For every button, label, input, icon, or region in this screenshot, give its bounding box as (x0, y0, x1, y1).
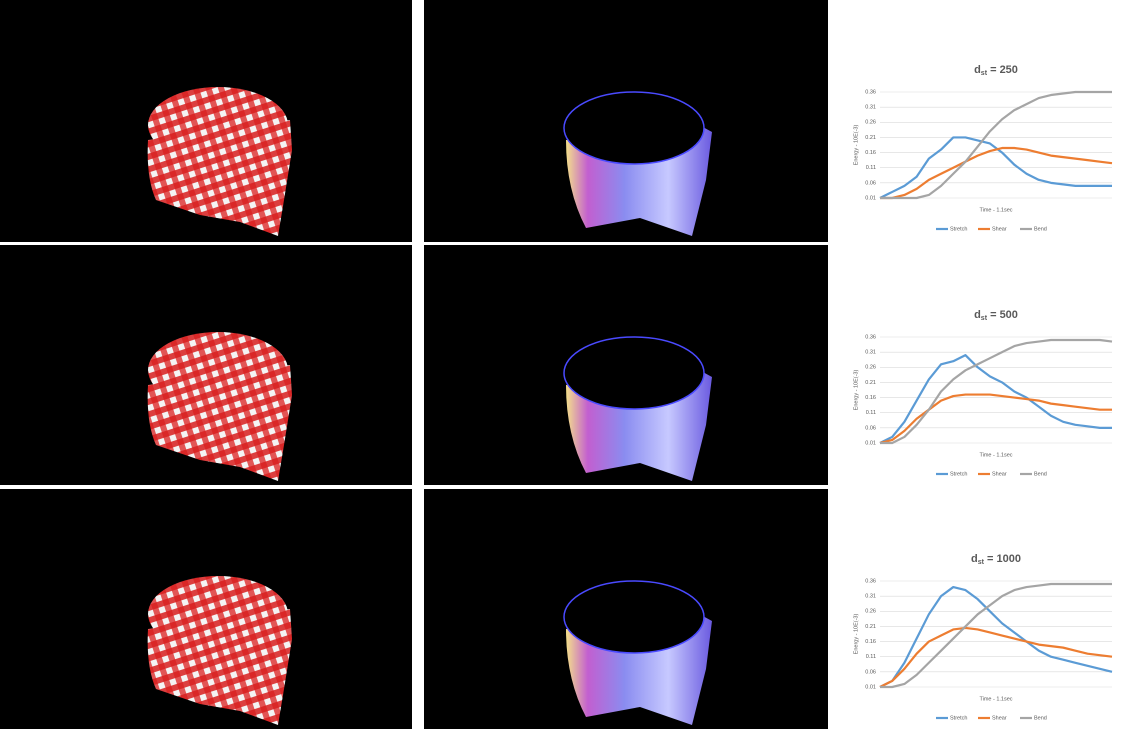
y-tick-label: 0.16 (865, 639, 876, 645)
figure: dst = 250 0.01 0.06 0.11 0.16 0.21 0.26 0.31 0.3… (0, 0, 1146, 729)
energy-render (564, 337, 712, 481)
x-axis-label: Time - 1.1sec (979, 207, 1012, 213)
y-tick-label: 0.16 (865, 395, 876, 401)
y-tick-label: 0.11 (866, 165, 876, 171)
y-tick-label: 0.06 (865, 669, 876, 675)
data-line (880, 92, 1112, 198)
y-tick-label: 0.31 (865, 350, 876, 356)
data-line (880, 355, 1112, 443)
y-tick-label: 0.11 (866, 654, 876, 660)
y-tick-label: 0.21 (865, 624, 876, 630)
y-axis-label: Energy - 10E(-3) (853, 370, 859, 411)
legend-label: Stretch (950, 471, 967, 477)
title-part: = 500 (987, 309, 1018, 321)
legend-label: Stretch (950, 715, 967, 721)
y-tick-label: 0.01 (865, 440, 876, 446)
y-axis-label: Energy - 10E(-3) (853, 125, 859, 166)
data-line (880, 584, 1112, 687)
y-tick-label: 0.06 (865, 425, 876, 431)
y-tick-label: 0.11 (866, 410, 876, 416)
y-tick-label: 0.16 (865, 150, 876, 156)
y-tick-label: 0.36 (865, 334, 876, 340)
data-line (880, 628, 1112, 687)
legend-label: Bend (1034, 226, 1047, 232)
y-tick-label: 0.06 (865, 180, 876, 186)
title-part: = 250 (987, 64, 1018, 76)
x-axis-label: Time - 1.1sec (979, 696, 1012, 702)
y-tick-label: 0.26 (865, 365, 876, 371)
chart-title: dst = 250 (974, 64, 1018, 77)
title-part: d (971, 553, 978, 565)
y-tick-label: 0.31 (865, 594, 876, 600)
y-tick-label: 0.26 (865, 120, 876, 126)
y-tick-label: 0.36 (865, 89, 876, 95)
energy-render (564, 92, 712, 236)
y-tick-label: 0.21 (865, 380, 876, 386)
legend-label: Stretch (950, 226, 967, 232)
y-tick-label: 0.36 (865, 578, 876, 584)
title-part: d (974, 309, 981, 321)
chart-title: dst = 1000 (971, 553, 1021, 566)
legend-label: Shear (992, 226, 1007, 232)
title-part: = 1000 (984, 553, 1021, 565)
x-axis-label: Time - 1.1sec (979, 452, 1012, 458)
y-axis-label: Energy - 10E(-3) (853, 614, 859, 655)
y-tick-label: 0.21 (865, 135, 876, 141)
data-line (880, 340, 1112, 443)
y-tick-label: 0.01 (865, 684, 876, 690)
render-panels (0, 0, 828, 729)
legend-label: Shear (992, 471, 1007, 477)
legend-label: Bend (1034, 715, 1047, 721)
chart-title: dst = 500 (974, 309, 1018, 322)
legend-label: Bend (1034, 471, 1047, 477)
title-part: d (974, 64, 981, 76)
y-tick-label: 0.01 (865, 195, 876, 201)
energy-render (564, 581, 712, 725)
legend-label: Shear (992, 715, 1007, 721)
data-line (880, 148, 1112, 198)
y-tick-label: 0.26 (865, 609, 876, 615)
y-tick-label: 0.31 (865, 105, 876, 111)
